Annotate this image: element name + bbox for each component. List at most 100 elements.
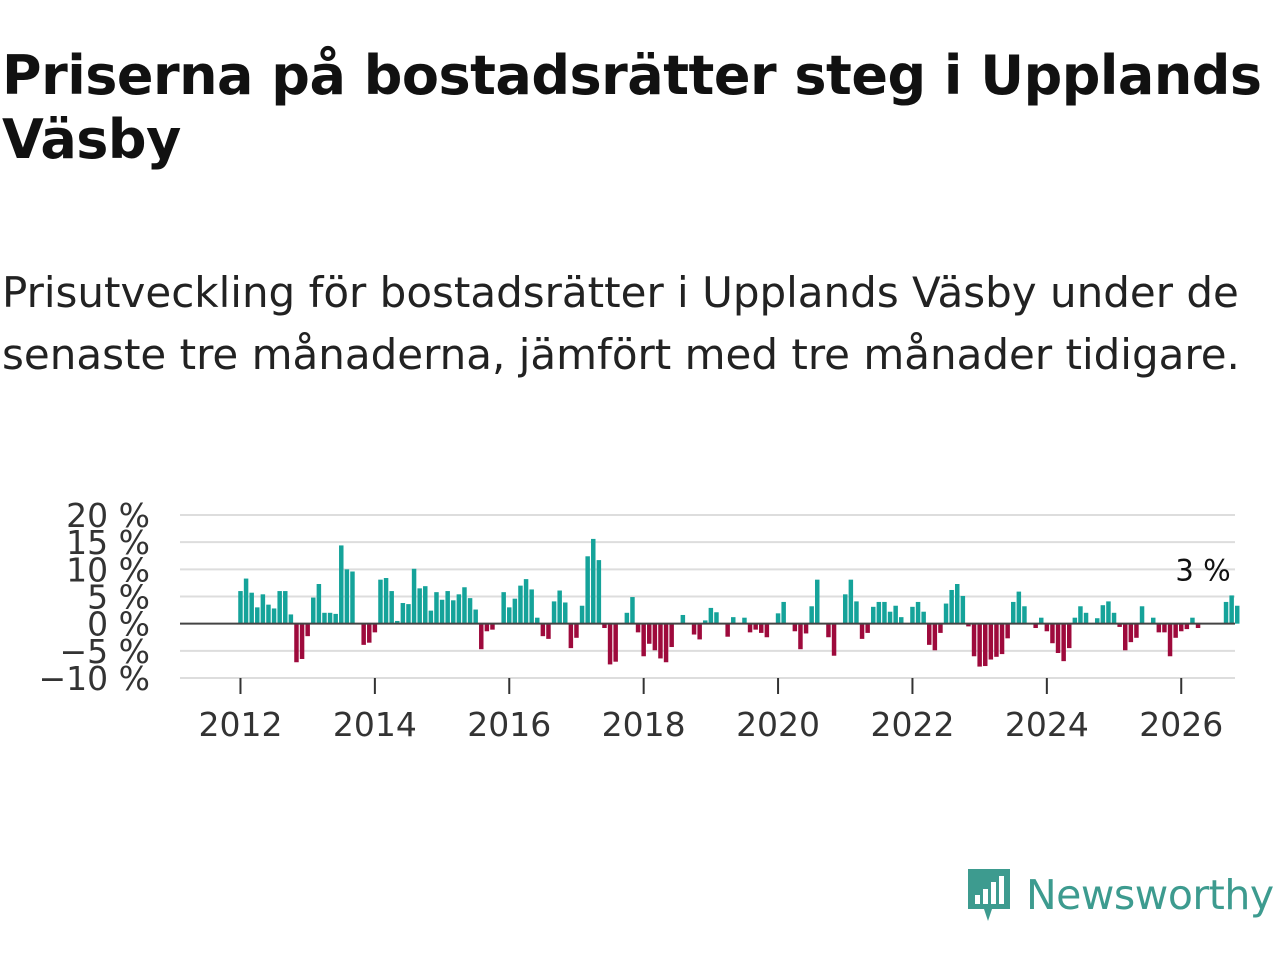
bar [831,623,837,656]
bar [434,592,439,624]
newsworthy-logo-text: Newsworthy [1026,871,1274,919]
bar [1095,618,1100,624]
y-tick-label: −5 % [60,632,151,671]
bar [910,606,915,624]
bar [613,623,618,662]
bar [753,623,758,630]
bar [333,613,338,624]
bar [288,614,294,624]
bar [843,594,848,624]
bar [792,623,798,632]
bar [1078,606,1083,624]
bar [451,600,456,624]
bar [949,589,954,624]
bar [932,623,938,651]
bar [759,623,764,633]
bar [669,623,674,648]
chart-title: Priserna på bostadsrätter steg i Uppland… [2,44,1262,171]
y-tick-label: −10 % [39,659,151,698]
y-axis: 20 %15 %10 %5 %0 %−5 %−10 % [39,496,151,698]
bar [1167,623,1173,657]
bar [1033,623,1038,629]
x-tick-label: 2016 [467,705,551,744]
bar [1106,601,1111,624]
bar [1117,623,1122,627]
x-axis: 2012 2014 2016 2018 2020 2022 2024 2026 [198,678,1223,744]
bar [423,586,428,624]
bar [277,591,282,624]
bar [809,606,814,624]
bar [591,538,596,624]
bar [507,607,512,624]
bar [428,610,434,624]
bar [663,623,669,663]
y-tick-label: 15 % [66,523,150,562]
x-tick-label: 2026 [1139,705,1223,744]
y-tick-label: 5 % [87,578,150,617]
bar [893,605,898,624]
bar [322,612,327,624]
bar [1139,606,1145,624]
bar [546,623,551,639]
y-tick-label: 20 % [66,496,150,535]
bar [1061,623,1066,662]
bar [1123,623,1128,651]
bar [647,623,652,644]
bar [882,601,887,624]
bar [462,587,467,624]
x-tick-label: 2022 [870,705,954,744]
bar [798,623,803,650]
bar [389,591,394,624]
bar [1111,612,1117,624]
bar [826,623,831,638]
bar [1223,601,1229,624]
bar [294,623,299,663]
bar [339,545,344,624]
bar [854,601,859,624]
grid-lines [180,514,1235,679]
bar [921,611,926,624]
bar [512,598,518,624]
bar [501,592,506,624]
bar [383,578,389,624]
bar [311,597,316,624]
bar [927,623,932,645]
bar [1055,623,1061,654]
bar [1179,623,1184,632]
bar [960,595,966,624]
bar [299,623,305,659]
bar [1151,617,1156,624]
bar [574,623,579,638]
bar [999,623,1005,655]
bar [680,614,686,624]
bar [395,620,400,624]
bar [887,611,893,624]
bar [725,623,730,637]
bar [876,601,882,624]
bar [535,617,540,624]
bar [490,623,495,630]
bar [518,585,523,624]
bar [641,623,646,657]
bar [1156,623,1162,633]
bar-series [238,538,1240,667]
bar [899,617,904,624]
bar [327,612,333,624]
bar [1005,623,1010,639]
bar [938,623,943,633]
bar [551,601,557,624]
bar [1050,623,1055,644]
bar [456,594,462,624]
bar [417,588,422,624]
bar [955,584,960,624]
bar [1083,612,1089,624]
bar [1044,623,1050,632]
bar [1195,623,1201,629]
chart-subtitle: Prisutveckling för bostadsrätter i Uppla… [2,268,1240,379]
bar [658,623,663,659]
bar [988,623,994,660]
bar [1100,605,1106,624]
bar [557,590,562,624]
bar [260,594,266,624]
bar [1134,623,1139,638]
